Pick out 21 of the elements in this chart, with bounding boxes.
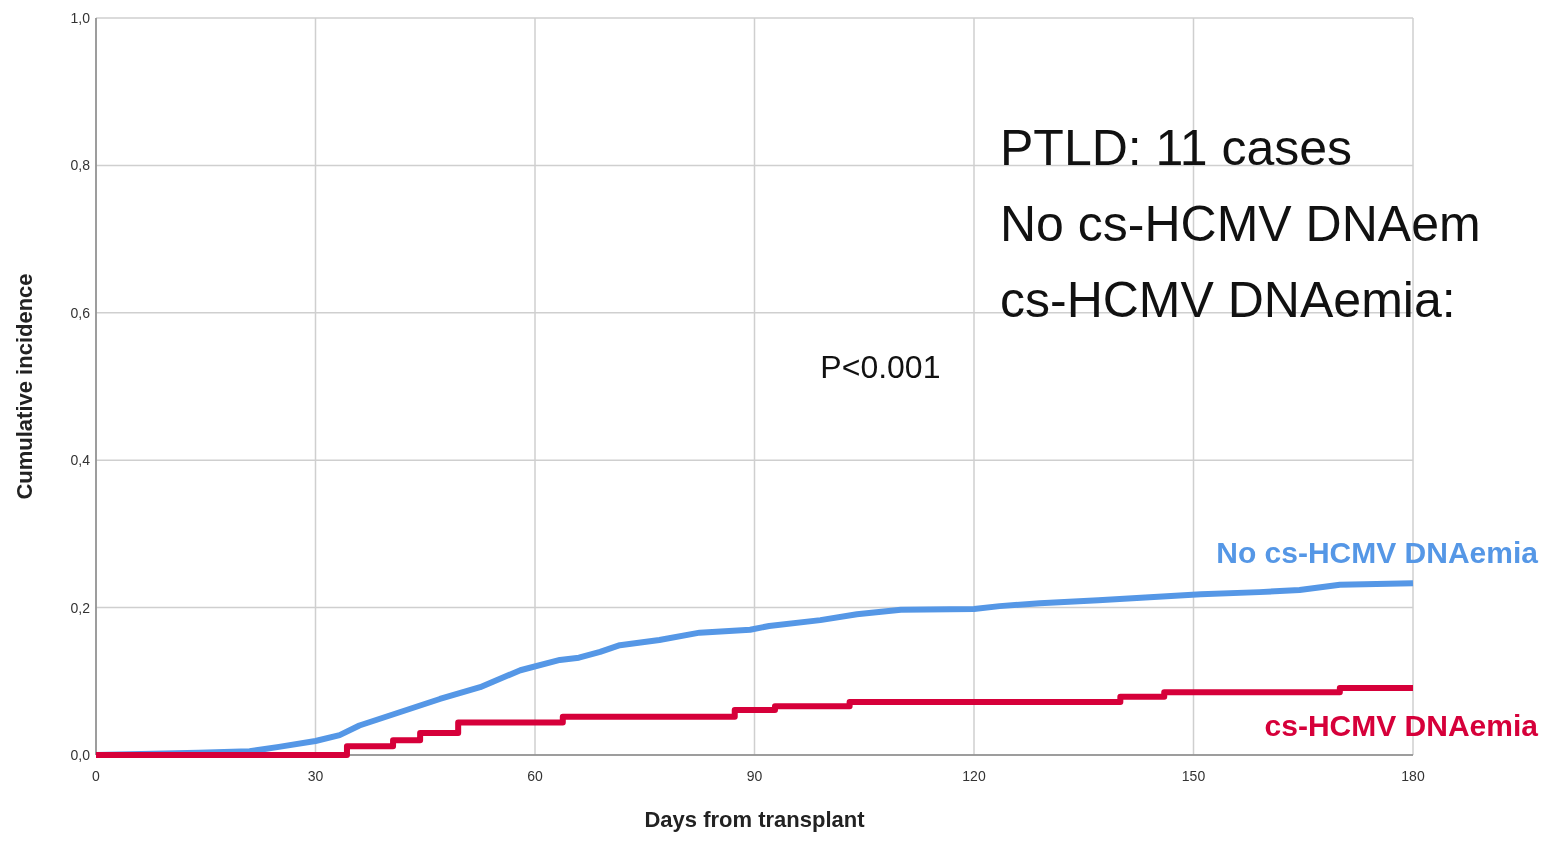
series-label: No cs-HCMV DNAemia (1216, 536, 1539, 570)
y-tick-label: 1,0 (70, 9, 91, 26)
annotation: No cs-HCMV DNAem (1000, 196, 1481, 252)
x-tick-label: 60 (527, 768, 543, 784)
x-tick-label: 30 (307, 768, 324, 784)
x-tick-label: 180 (1401, 768, 1425, 784)
annotation: P<0.001 (820, 349, 941, 385)
annotation: PTLD: 11 cases (1000, 120, 1353, 176)
x-tick-label: 0 (92, 768, 101, 784)
y-axis-title: Cumulative incidence (12, 273, 37, 500)
y-tick-label: 0,8 (70, 157, 91, 174)
x-tick-label: 120 (962, 768, 986, 784)
y-tick-label: 0,4 (70, 452, 91, 469)
series-label: cs-HCMV DNAemia (1264, 708, 1539, 742)
x-tick-label: 90 (746, 768, 763, 784)
x-axis-title: Days from transplant (644, 807, 866, 832)
y-tick-label: 0,0 (70, 746, 91, 763)
y-tick-label: 0,6 (70, 304, 91, 321)
annotation: cs-HCMV DNAemia: (1000, 272, 1456, 328)
x-tick-label: 150 (1181, 768, 1206, 784)
y-tick-label: 0,2 (70, 599, 91, 616)
